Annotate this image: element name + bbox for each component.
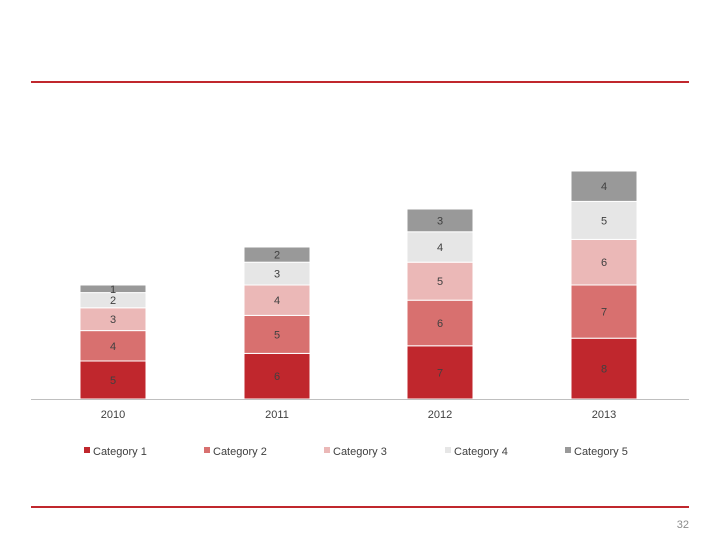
data-label-2011-s1: 6 — [274, 371, 280, 383]
legend-swatch-3 — [324, 447, 330, 453]
legend-label-3: Category 3 — [333, 446, 387, 458]
x-tick-labels: 2010 2011 2012 2013 — [101, 409, 616, 421]
x-tick-label-2013: 2013 — [592, 409, 616, 421]
legend-label-2: Category 2 — [213, 446, 267, 458]
bar-segment-2013-s4 — [570, 200, 638, 240]
data-label-2013-s4: 5 — [601, 215, 607, 227]
bar-segment-2011-s3 — [243, 284, 311, 316]
data-label-2012-s4: 4 — [437, 242, 443, 254]
page-number: 32 — [676, 519, 689, 531]
bars-layer — [79, 170, 638, 400]
data-label-2013-s2: 7 — [601, 307, 607, 319]
data-label-2013-s1: 8 — [601, 364, 607, 376]
legend: Category 1 Category 2 Category 3 Category 4… — [84, 446, 628, 458]
x-tick-label-2011: 2011 — [265, 409, 289, 421]
data-label-2011-s2: 5 — [274, 329, 280, 341]
bar-segment-2013-s3 — [570, 238, 638, 286]
data-label-2012-s1: 7 — [437, 367, 443, 379]
x-tick-label-2010: 2010 — [101, 409, 125, 421]
data-label-2012-s2: 6 — [437, 318, 443, 330]
legend-label-5: Category 5 — [574, 446, 628, 458]
bar-segment-2011-s1 — [243, 352, 311, 400]
legend-swatch-4 — [445, 447, 451, 453]
data-label-2012-s5: 3 — [437, 215, 443, 227]
bar-segment-2012-s1 — [406, 345, 474, 400]
bar-segment-2012-s4 — [406, 231, 474, 263]
legend-swatch-2 — [204, 447, 210, 453]
data-label-2010-s2: 4 — [110, 341, 116, 353]
data-label-2010-s1: 5 — [110, 375, 116, 387]
legend-label-4: Category 4 — [454, 446, 508, 458]
data-label-2013-s5: 4 — [601, 181, 607, 193]
data-label-2011-s3: 4 — [274, 295, 280, 307]
bar-segment-2012-s5 — [406, 208, 474, 233]
data-label-2012-s3: 5 — [437, 276, 443, 288]
data-label-2010-s4: 2 — [110, 295, 116, 307]
legend-label-1: Category 1 — [93, 446, 147, 458]
top-rule — [31, 81, 689, 83]
legend-swatch-5 — [565, 447, 571, 453]
data-label-2010-s5: 1 — [110, 284, 116, 296]
bar-segment-2012-s2 — [406, 299, 474, 347]
data-label-2011-s4: 3 — [274, 269, 280, 281]
data-label-2010-s3: 3 — [110, 314, 116, 326]
bar-segment-2012-s3 — [406, 261, 474, 301]
x-tick-label-2012: 2012 — [428, 409, 452, 421]
legend-swatch-1 — [84, 447, 90, 453]
bar-segment-2010-s5 — [79, 284, 147, 294]
bar-segment-2011-s5 — [243, 246, 311, 263]
data-label-2013-s3: 6 — [601, 257, 607, 269]
bottom-rule — [31, 506, 689, 508]
bar-segment-2010-s2 — [79, 330, 147, 362]
bar-segment-2013-s5 — [570, 170, 638, 202]
data-label-2011-s5: 2 — [274, 250, 280, 262]
